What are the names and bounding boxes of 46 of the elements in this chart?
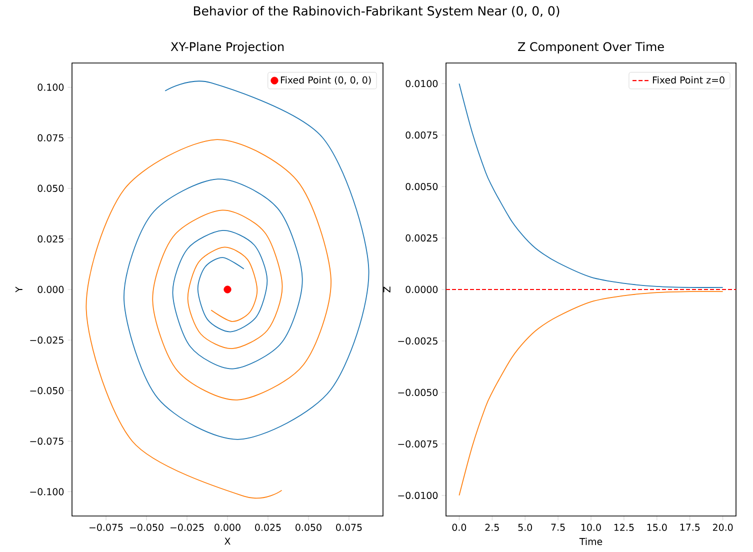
- y-tick-label: 0.000: [38, 286, 64, 294]
- line-series: [86, 139, 332, 498]
- x-tick-label: 0.075: [336, 524, 362, 531]
- y-tick-label: −0.075: [30, 438, 64, 445]
- y-tick-label: −0.050: [30, 387, 64, 394]
- x-tick-label: −0.050: [130, 524, 164, 531]
- legend-label: Fixed Point (0, 0, 0): [280, 76, 371, 85]
- y-tick-label: 0.075: [38, 134, 64, 142]
- text: Behavior of the Rabinovich-Fabrikant System Near (0, 0, 0): [194, 6, 560, 18]
- x-tick-label: 12.5: [614, 524, 634, 531]
- y-tick-label: 0.025: [38, 235, 64, 243]
- chart-title: XY-Plane Projection: [170, 42, 284, 54]
- y-tick-label: 0.0100: [406, 80, 438, 88]
- x-tick-label: 5.0: [518, 524, 532, 531]
- x-tick-label: −0.075: [90, 524, 123, 531]
- line-series: [458, 291, 724, 496]
- x-tick-label: 0.050: [296, 524, 322, 531]
- x-tick-label: 2.5: [485, 524, 499, 531]
- x-tick-label: 20.0: [712, 524, 733, 531]
- chart-title: Z Component Over Time: [518, 42, 664, 54]
- x-tick-label: 0.025: [255, 524, 281, 531]
- y-tick-label: 0.0075: [406, 131, 438, 139]
- x-tick-label: 17.5: [680, 524, 700, 531]
- y-tick-label: 0.100: [38, 84, 64, 91]
- x-axis-title: Time: [579, 538, 602, 546]
- line-series: [458, 83, 724, 288]
- y-tick-label: −0.0075: [398, 440, 438, 448]
- legend-label: Fixed Point z=0: [652, 76, 724, 84]
- x-tick-label: 10.0: [582, 524, 601, 531]
- y-tick-label: −0.0100: [398, 492, 438, 499]
- y-axis-title: Y: [15, 286, 22, 292]
- x-tick-label: 0.000: [214, 524, 240, 531]
- y-tick-label: 0.0050: [406, 182, 438, 190]
- x-tick-label: 0.0: [452, 524, 466, 531]
- y-tick-label: −0.100: [30, 488, 64, 496]
- y-tick-label: 0.0025: [406, 234, 438, 242]
- x-axis-title: X: [224, 538, 230, 545]
- y-tick-label: −0.0025: [398, 337, 438, 345]
- y-axis-title: Z: [383, 286, 390, 292]
- y-tick-label: 0.050: [38, 184, 64, 192]
- x-tick-label: 7.5: [551, 524, 565, 531]
- x-tick-label: −0.025: [170, 524, 204, 531]
- y-tick-label: −0.0050: [398, 388, 438, 396]
- y-tick-label: 0.0000: [406, 286, 438, 294]
- x-tick-label: 15.0: [647, 524, 667, 531]
- y-tick-label: −0.025: [30, 336, 64, 344]
